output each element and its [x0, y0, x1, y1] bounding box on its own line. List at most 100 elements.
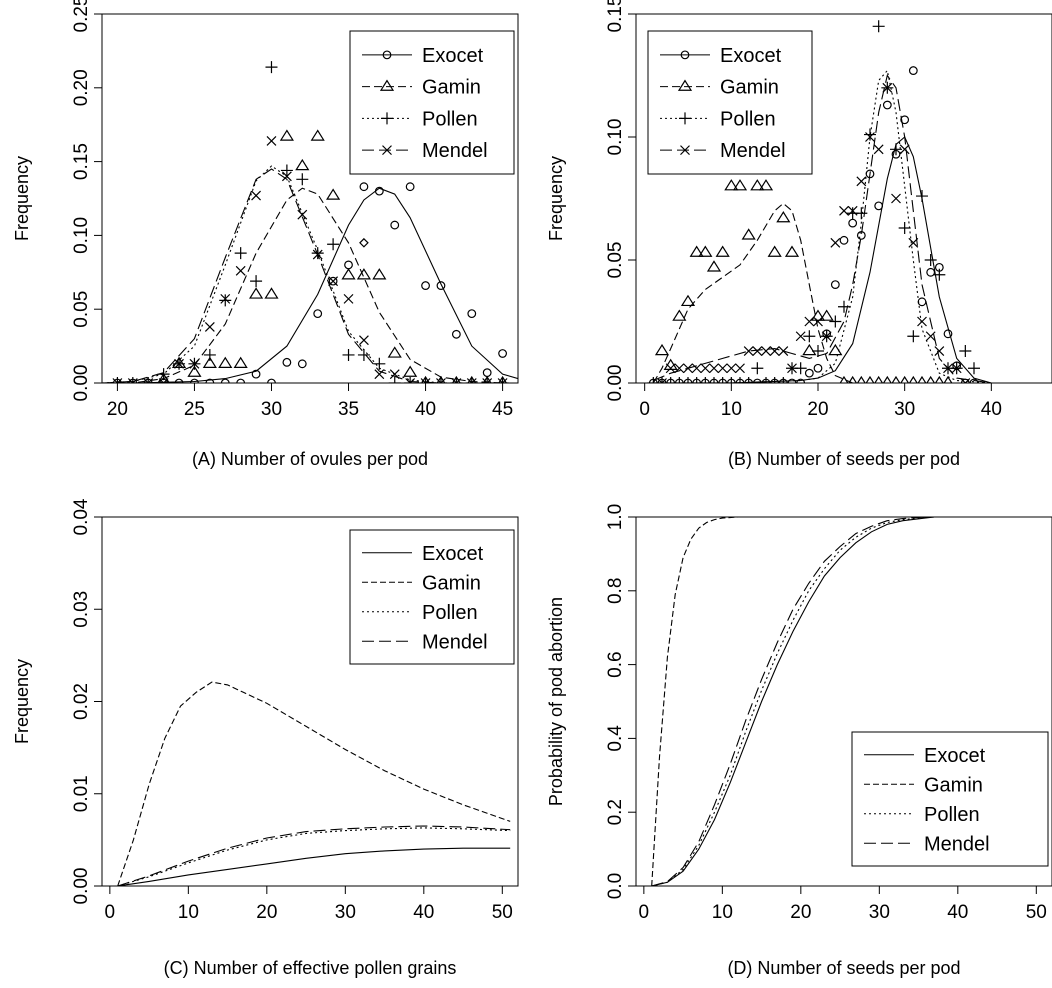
data-point-gamin [202, 356, 217, 369]
data-point-pollen [404, 377, 417, 383]
data-point-gamin [839, 375, 849, 383]
data-point-exocet [874, 201, 884, 211]
data-point-pollen [708, 377, 720, 383]
data-point-gamin [187, 365, 202, 377]
data-point-exocet [926, 267, 936, 277]
data-point-mendel [158, 378, 169, 383]
data-point-pollen [959, 345, 972, 358]
legend-label-pollen: Pollen [422, 602, 478, 624]
data-point-mendel [917, 316, 927, 327]
legend-label-gamin: Gamin [422, 77, 481, 99]
data-point-mendel [297, 209, 308, 220]
data-point-gamin [672, 309, 687, 321]
legend-label-mendel: Mendel [422, 631, 488, 653]
data-point-gamin [750, 179, 765, 191]
data-point-exocet [236, 378, 246, 383]
data-point-mendel [266, 136, 277, 146]
data-point-exocet [282, 357, 292, 367]
data-point-gamin [372, 268, 387, 280]
data-point-mendel [374, 369, 385, 380]
data-point-pollen [250, 275, 263, 288]
y-tick-label: 0.00 [605, 365, 626, 402]
data-point-mendel [220, 293, 231, 304]
panel-b: 0 10 20 30 40 0.00 0.05 0.10 0.15 (B) Number of s… [546, 0, 1052, 469]
legend-marker-pollen [679, 112, 691, 125]
data-point-gamin [848, 375, 858, 383]
data-point-exocet [174, 378, 184, 383]
y-tick-label: 0.04 [71, 498, 92, 535]
data-point-gamin [403, 365, 418, 377]
x-tick-label: 30 [894, 399, 915, 420]
data-point-mendel [899, 144, 910, 155]
data-point-mendel [795, 331, 806, 342]
data-point-mendel [497, 378, 508, 383]
y-axis-label: Frequency [12, 659, 32, 744]
data-point-mendel [112, 378, 123, 383]
data-point-pollen [699, 377, 712, 383]
x-tick-label: 0 [105, 902, 116, 923]
data-point-mendel [943, 363, 953, 374]
data-point-mendel [674, 363, 685, 374]
data-point-pollen [742, 377, 755, 383]
data-point-gamin [900, 375, 910, 383]
data-point-exocet [467, 309, 477, 319]
data-point-pollen [647, 377, 660, 383]
data-point-pollen [434, 377, 447, 383]
data-point-pollen [142, 377, 155, 383]
data-point-pollen [924, 254, 937, 266]
data-point-mendel [761, 346, 771, 356]
series-line-pollen [653, 69, 1052, 383]
data-point-mendel [451, 378, 462, 383]
data-point-pollen [838, 300, 850, 313]
series-line-gamin [652, 202, 1052, 383]
data-point-mendel [726, 363, 737, 374]
data-point-mendel [312, 249, 323, 260]
data-point-exocet [943, 329, 953, 339]
series-line-gamin [117, 681, 511, 886]
data-point-gamin [758, 179, 774, 191]
data-point-pollen [496, 377, 509, 383]
y-tick-label: 0.4 [605, 725, 626, 752]
data-point-gamin [908, 375, 918, 383]
x-tick-label: 10 [721, 399, 742, 420]
data-point-mendel [143, 378, 154, 383]
x-tick-label: 40 [415, 399, 436, 420]
data-point-gamin [157, 372, 170, 383]
data-point-gamin [741, 228, 756, 240]
x-tick-label: 50 [492, 902, 513, 923]
data-point-mendel [908, 237, 919, 248]
data-point-exocet [908, 66, 918, 75]
series-line-gamin [102, 187, 518, 383]
data-point-gamin [724, 179, 739, 191]
data-point-pollen [777, 377, 790, 383]
data-point-pollen [219, 294, 232, 307]
x-tick-label: 45 [492, 399, 513, 420]
data-point-mendel [359, 335, 369, 346]
data-point-exocet [328, 276, 338, 286]
panel-c: 0 10 20 30 40 50 0.00 0.01 0.02 0.03 0.04 (C) Numbe… [12, 498, 519, 978]
data-point-extra [359, 237, 369, 248]
data-point-mendel [830, 237, 841, 248]
x-tick-label: 10 [178, 902, 199, 923]
data-point-mendel [328, 276, 339, 287]
data-point-mendel [778, 346, 789, 356]
data-point-mendel [891, 193, 901, 204]
x-tick-label: 0 [639, 399, 650, 420]
x-tick-label: 10 [712, 902, 733, 923]
data-point-pollen [388, 377, 401, 383]
x-axis-label: (A) Number of ovules per pod [192, 449, 428, 469]
data-point-pollen [768, 377, 781, 383]
series-line-exocet [102, 187, 518, 383]
data-point-gamin [654, 343, 670, 356]
data-point-mendel [847, 205, 858, 216]
data-point-pollen [450, 377, 463, 383]
y-tick-label: 0.25 [71, 0, 92, 32]
legend: Exocet Gamin Pollen Mendel [349, 30, 515, 175]
data-point-pollen [864, 128, 876, 141]
data-point-pollen [342, 348, 355, 361]
data-point-mendel [873, 144, 884, 155]
data-point-exocet [482, 368, 492, 378]
data-point-mendel [420, 378, 431, 383]
data-point-mendel [752, 346, 763, 356]
